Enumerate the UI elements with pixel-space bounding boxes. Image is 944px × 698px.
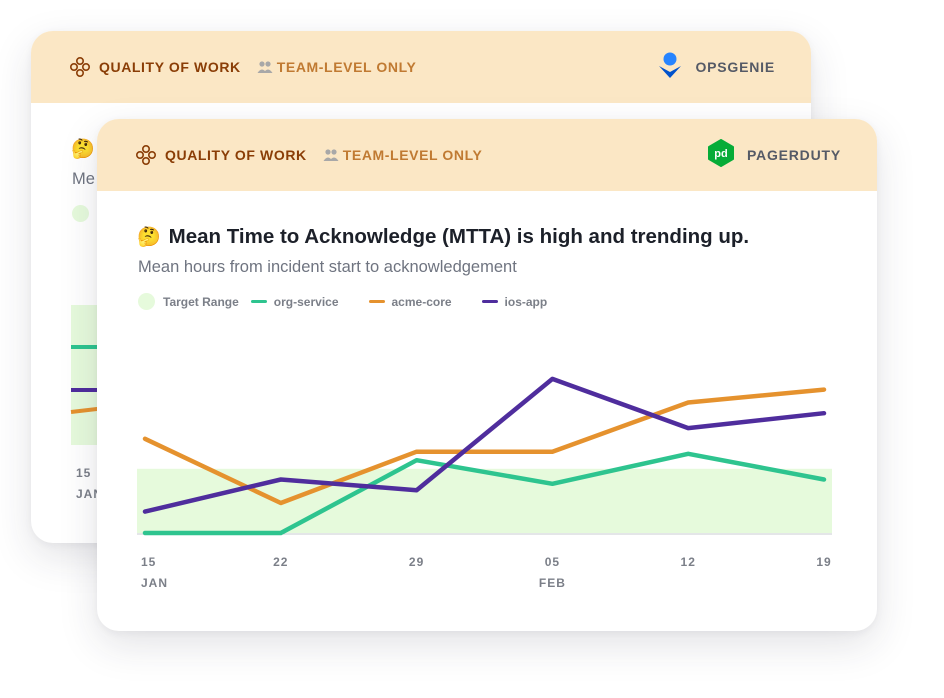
x-tick-label: 19 — [816, 555, 831, 569]
legend-swatch — [138, 293, 155, 310]
quality-of-work-label: QUALITY OF WORK — [99, 59, 241, 75]
source-name: PAGERDUTY — [746, 147, 841, 163]
legend-item-ios-app: ios-app — [481, 294, 548, 309]
pagerduty-logo-text: pd — [714, 148, 727, 160]
team-level-label: TEAM-LEVEL ONLY — [342, 147, 483, 163]
target-range-swatch — [72, 205, 89, 222]
pagerduty-card: QUALITY OF WORK TEAM-LEVEL ONLY pd PAGER… — [97, 119, 877, 631]
x-tick-sublabel: JAN — [141, 576, 168, 590]
legend-swatch — [368, 300, 385, 303]
team-icon — [323, 148, 339, 162]
x-tick-sublabel: JAN — [76, 487, 103, 501]
legend-item-acme-core: acme-core — [368, 294, 452, 309]
x-tick-label: 29 — [409, 555, 424, 569]
opsgenie-logo-icon — [657, 51, 683, 84]
chart-title-text: Mean Time to Acknowledge (MTTA) is high … — [168, 225, 750, 248]
source-name: OPSGENIE — [695, 59, 775, 75]
legend-label: ios-app — [504, 294, 548, 309]
thinking-emoji-icon: 🤔 — [137, 227, 161, 248]
pagerduty-logo-icon: pd — [707, 138, 735, 172]
x-tick-sublabel: FEB — [539, 576, 566, 590]
thinking-emoji-icon: 🤔 — [71, 139, 95, 160]
quality-of-work-label: QUALITY OF WORK — [165, 147, 307, 163]
legend-label: Target Range — [163, 294, 239, 309]
x-tick-label: 22 — [273, 555, 288, 569]
flower-icon — [135, 144, 157, 166]
x-tick-label: 12 — [681, 555, 696, 569]
legend-item-org-service: org-service — [250, 294, 339, 309]
x-tick-label: 15 — [141, 555, 156, 569]
series-line-acme-core — [142, 387, 827, 506]
legend-label: org-service — [273, 294, 339, 309]
legend-swatch — [481, 300, 498, 303]
target-range-band — [137, 468, 832, 533]
card-header: QUALITY OF WORK TEAM-LEVEL ONLY pd PAGER… — [97, 119, 877, 191]
team-level-label: TEAM-LEVEL ONLY — [276, 59, 417, 75]
card-subtitle-partial: Me — [72, 170, 95, 188]
card-header: QUALITY OF WORK TEAM-LEVEL ONLY OPSGENIE — [31, 31, 811, 103]
source-badge: pd PAGERDUTY — [707, 138, 841, 172]
legend-swatch — [250, 300, 267, 303]
chart-legend: Target Range org-service acme-core ios-app — [138, 293, 575, 310]
series-line-org-service — [142, 451, 827, 536]
team-icon — [257, 60, 273, 74]
mtta-line-chart: 15 JAN 22 29 05 FEB 12 19 — [137, 376, 832, 590]
legend-item-target-range: Target Range — [138, 293, 239, 310]
flower-icon — [69, 56, 91, 78]
chart-title: 🤔 Mean Time to Acknowledge (MTTA) is hig… — [137, 225, 749, 249]
source-badge: OPSGENIE — [657, 51, 775, 84]
chart-subtitle: Mean hours from incident start to acknow… — [138, 258, 517, 276]
x-tick-label: 05 — [545, 555, 560, 569]
series-line-ios-app — [142, 376, 827, 514]
legend-label: acme-core — [391, 294, 452, 309]
x-tick-label: 15 — [76, 466, 91, 480]
